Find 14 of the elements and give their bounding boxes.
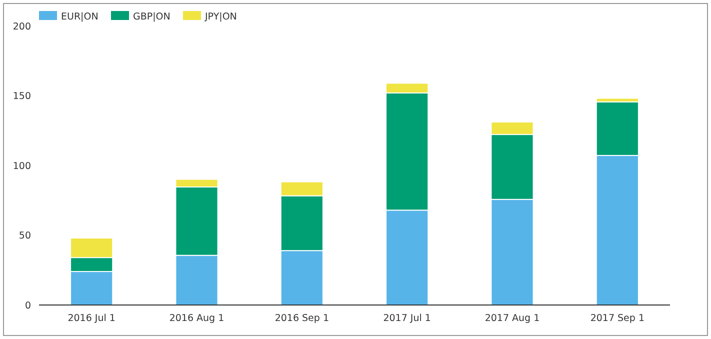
y-tick-label: 0 xyxy=(24,300,31,312)
y-tick-label: 100 xyxy=(12,160,31,172)
x-tick-label: 2017 Jul 1 xyxy=(383,313,431,324)
x-tick-label: 2016 Sep 1 xyxy=(274,313,330,324)
legend-label: JPY|ON xyxy=(204,12,237,22)
x-tick-label: 2016 Jul 1 xyxy=(68,313,116,324)
x-tick-label: 2017 Sep 1 xyxy=(590,313,645,324)
x-tick-label: 2017 Aug 1 xyxy=(484,313,540,324)
legend-label: GBP|ON xyxy=(133,12,170,22)
y-tick-label: 200 xyxy=(12,21,31,32)
y-tick-label: 50 xyxy=(18,230,31,242)
legend-label: EUR|ON xyxy=(61,12,98,22)
x-tick-label: 2016 Aug 1 xyxy=(169,313,224,324)
y-tick-label: 150 xyxy=(12,91,31,102)
